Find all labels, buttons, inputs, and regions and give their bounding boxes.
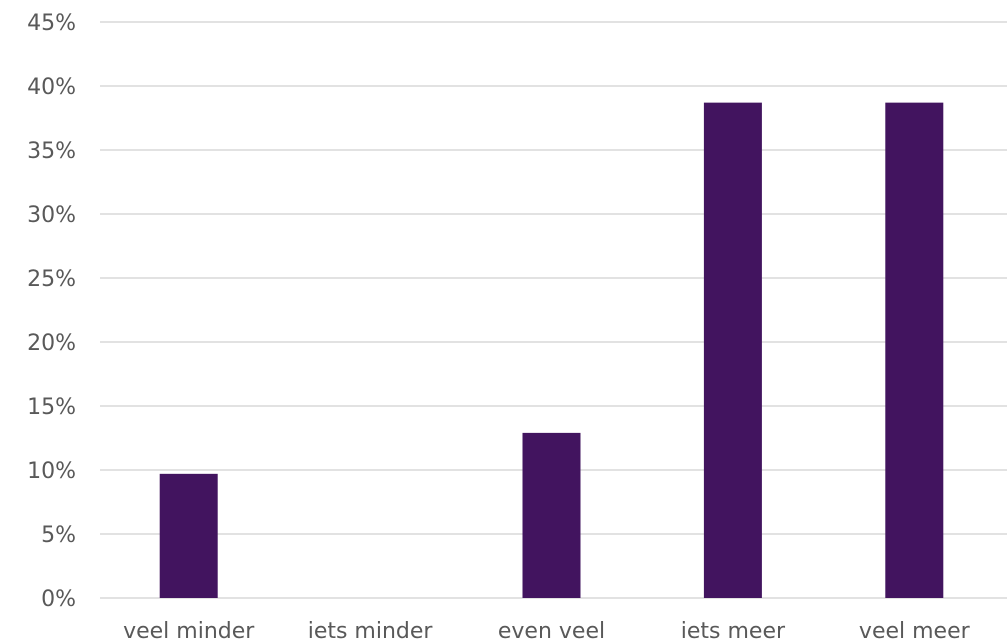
- y-tick-label: 20%: [27, 331, 76, 356]
- y-tick-label: 30%: [27, 203, 76, 228]
- y-tick-label: 0%: [41, 587, 76, 612]
- bar-veel-minder: [159, 473, 218, 598]
- x-tick-label: veel minder: [123, 619, 255, 640]
- y-tick-label: 15%: [27, 395, 76, 420]
- x-tick-label: veel meer: [859, 619, 971, 640]
- x-tick-label: iets meer: [681, 619, 786, 640]
- bar-veel-meer: [885, 102, 944, 598]
- bars: [159, 102, 944, 598]
- gridlines: [100, 21, 1007, 599]
- y-tick-label: 45%: [27, 11, 76, 36]
- y-tick-label: 40%: [27, 75, 76, 100]
- bar-iets-meer: [703, 102, 762, 598]
- bar-even-veel: [522, 432, 581, 598]
- y-axis-tick-labels: 0% 5% 10% 15% 20% 25% 30% 35% 40% 45%: [27, 11, 76, 612]
- x-tick-label: iets minder: [308, 619, 434, 640]
- y-tick-label: 10%: [27, 459, 76, 484]
- y-tick-label: 25%: [27, 267, 76, 292]
- y-tick-label: 35%: [27, 139, 76, 164]
- x-axis-tick-labels: veel minder iets minder even veel iets meer…: [123, 619, 971, 640]
- y-tick-label: 5%: [41, 523, 76, 548]
- x-tick-label: even veel: [498, 619, 605, 640]
